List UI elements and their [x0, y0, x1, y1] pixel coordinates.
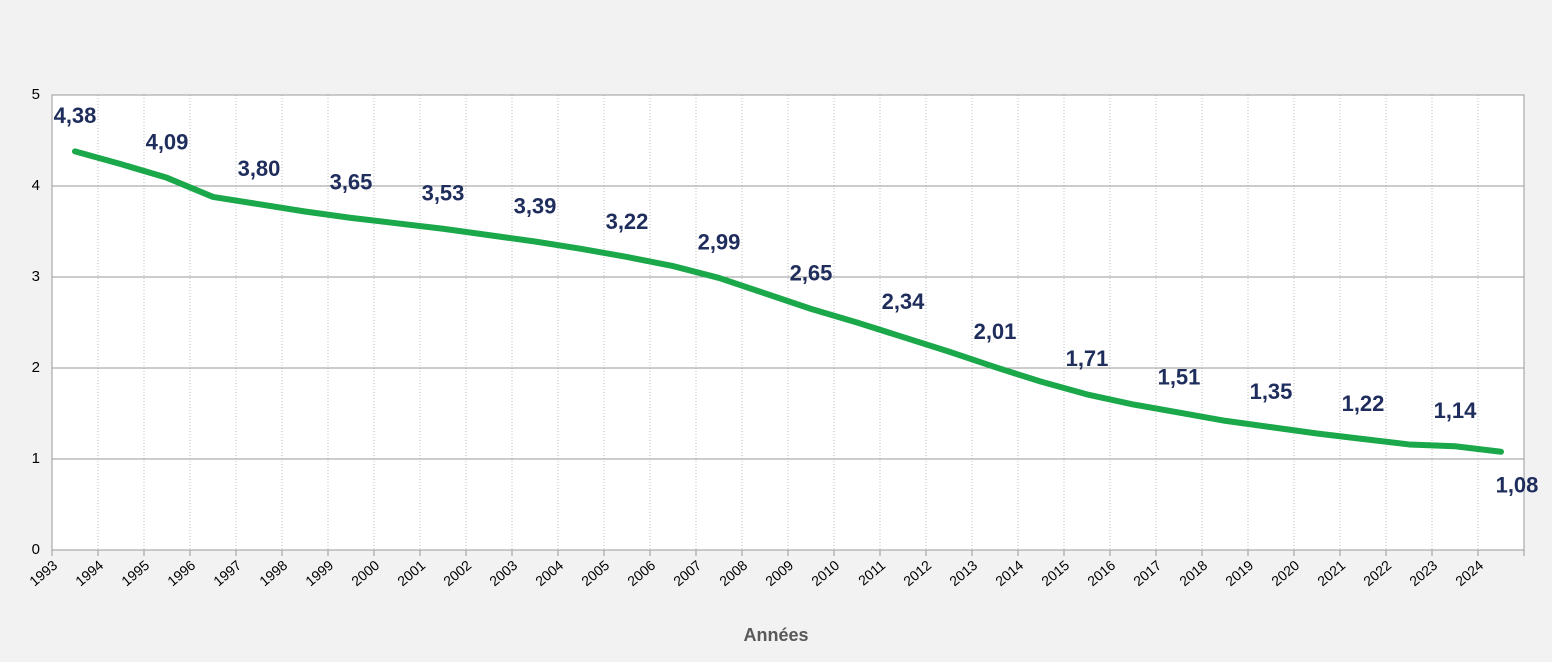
data-label: 2,34 [882, 289, 926, 314]
data-label: 1,51 [1158, 364, 1201, 389]
data-label: 1,14 [1434, 398, 1478, 423]
data-label: 3,22 [606, 209, 649, 234]
data-label: 3,65 [330, 170, 373, 195]
data-label: 4,38 [54, 103, 97, 128]
data-label: 2,01 [974, 319, 1017, 344]
data-label: 4,09 [146, 130, 189, 155]
data-label: 3,53 [422, 181, 465, 206]
line [72, 148, 1504, 455]
data-label: 3,39 [514, 193, 557, 218]
y-tick-label: 0 [32, 541, 40, 558]
data-label: 1,71 [1066, 346, 1109, 371]
data-label: 3,80 [238, 156, 281, 181]
data-label: 2,99 [698, 230, 741, 255]
y-tick-label: 4 [32, 177, 40, 194]
data-label: 1,35 [1250, 379, 1293, 404]
data-label: 1,08 [1496, 473, 1539, 498]
y-tick-label: 3 [32, 268, 40, 285]
y-tick-label: 5 [32, 86, 40, 103]
y-tick-label: 1 [32, 450, 40, 467]
y-tick-label: 2 [32, 359, 40, 376]
data-label: 1,22 [1342, 391, 1385, 416]
x-axis-title: Années [743, 625, 808, 645]
data-label: 2,65 [790, 261, 833, 286]
